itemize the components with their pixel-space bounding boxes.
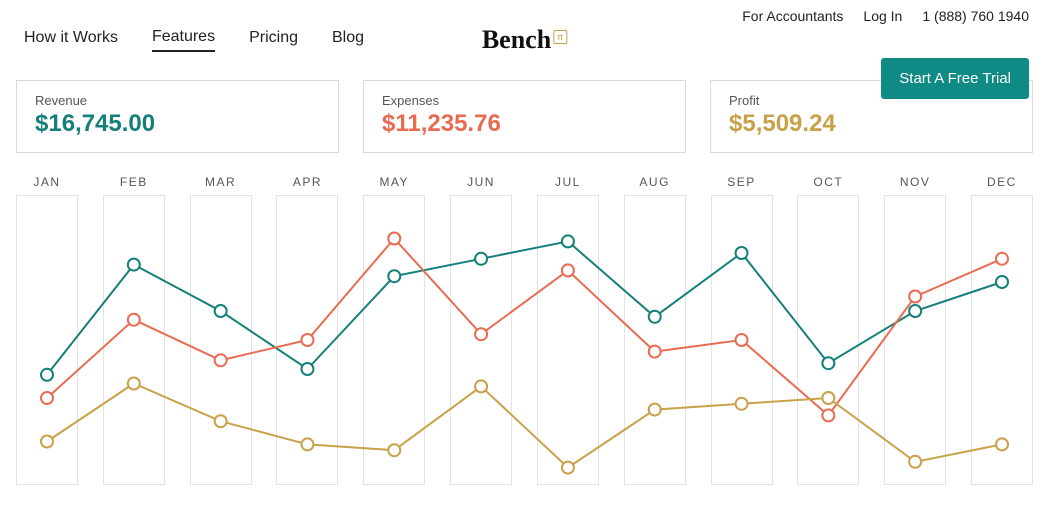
brand-badge-icon: π (553, 30, 567, 44)
month-label: JUL (537, 175, 599, 189)
expenses-marker (736, 334, 748, 346)
expenses-marker (475, 328, 487, 340)
profit-marker (475, 380, 487, 392)
month-label: NOV (884, 175, 946, 189)
month-label: MAY (363, 175, 425, 189)
revenue-marker (301, 363, 313, 375)
nav-item-blog[interactable]: Blog (332, 29, 364, 51)
revenue-card: Revenue $16,745.00 (16, 80, 339, 153)
profit-marker (909, 456, 921, 468)
profit-marker (215, 415, 227, 427)
card-value: $11,235.76 (382, 110, 667, 138)
month-label: JUN (450, 175, 512, 189)
month-label: OCT (797, 175, 859, 189)
month-label: FEB (103, 175, 165, 189)
revenue-marker (128, 259, 140, 271)
brand-text: Bench (482, 25, 551, 55)
profit-marker (649, 404, 661, 416)
revenue-line (47, 241, 1002, 374)
revenue-marker (562, 235, 574, 247)
nav-item-pricing[interactable]: Pricing (249, 29, 298, 51)
expenses-marker (215, 354, 227, 366)
start-free-trial-button[interactable]: Start A Free Trial (881, 58, 1029, 99)
expenses-marker (822, 409, 834, 421)
profit-marker (41, 436, 53, 448)
revenue-marker (41, 369, 53, 381)
expenses-card: Expenses $11,235.76 (363, 80, 686, 153)
main-nav: How it Works Features Pricing Blog (24, 28, 364, 52)
revenue-marker (475, 253, 487, 265)
expenses-marker (562, 264, 574, 276)
revenue-marker (996, 276, 1008, 288)
brand-logo[interactable]: Bench π (482, 25, 567, 55)
month-label: JAN (16, 175, 78, 189)
card-value: $5,509.24 (729, 110, 1014, 138)
month-label: MAR (190, 175, 252, 189)
revenue-marker (215, 305, 227, 317)
expenses-marker (649, 346, 661, 358)
expenses-marker (301, 334, 313, 346)
phone-link[interactable]: 1 (888) 760 1940 (922, 8, 1029, 24)
metrics-chart: JAN FEB MAR APR MAY JUN JUL AUG SEP OCT NOV DEC (0, 163, 1049, 485)
month-label: SEP (711, 175, 773, 189)
expenses-marker (909, 291, 921, 303)
card-label: Expenses (382, 93, 667, 108)
expenses-marker (41, 392, 53, 404)
month-label: APR (276, 175, 338, 189)
expenses-marker (128, 314, 140, 326)
month-label: DEC (971, 175, 1033, 189)
profit-marker (822, 392, 834, 404)
expenses-line (47, 239, 1002, 416)
nav-item-how-it-works[interactable]: How it Works (24, 29, 118, 51)
expenses-marker (996, 253, 1008, 265)
profit-marker (736, 398, 748, 410)
profit-line (47, 384, 1002, 468)
profit-marker (996, 438, 1008, 450)
expenses-marker (388, 233, 400, 245)
profit-marker (301, 438, 313, 450)
card-label: Revenue (35, 93, 320, 108)
login-link[interactable]: Log In (863, 8, 902, 24)
revenue-marker (736, 247, 748, 259)
profit-marker (388, 444, 400, 456)
revenue-marker (388, 270, 400, 282)
card-value: $16,745.00 (35, 110, 320, 138)
revenue-marker (822, 357, 834, 369)
revenue-marker (649, 311, 661, 323)
month-label: AUG (624, 175, 686, 189)
profit-marker (562, 462, 574, 474)
revenue-marker (909, 305, 921, 317)
profit-marker (128, 378, 140, 390)
for-accountants-link[interactable]: For Accountants (742, 8, 843, 24)
nav-item-features[interactable]: Features (152, 28, 215, 52)
